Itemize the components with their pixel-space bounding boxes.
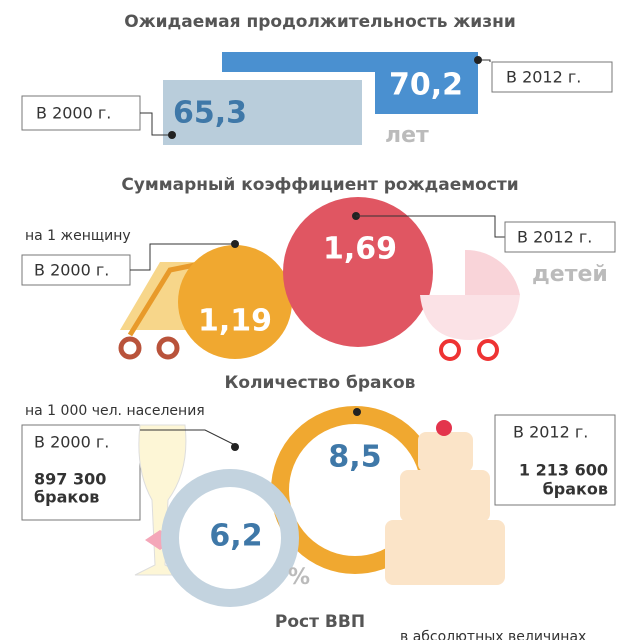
unit: детей	[532, 262, 608, 287]
count: 1 213 600	[519, 461, 608, 480]
circle-2012	[283, 197, 433, 347]
cake-tier	[400, 470, 490, 522]
callout-label: В 2012 г.	[513, 423, 588, 442]
leader	[130, 243, 235, 271]
unit: лет	[385, 123, 429, 148]
dot	[168, 131, 176, 139]
callout	[504, 221, 616, 253]
callout	[494, 414, 616, 506]
callout	[491, 61, 613, 93]
callout-label: В 2012 г.	[506, 68, 581, 87]
wheel	[477, 339, 499, 361]
count: 897 300	[34, 470, 106, 489]
note: на 1 000 чел. населения	[25, 403, 205, 419]
bar-2000	[163, 80, 362, 145]
value-2000: 1,19	[198, 304, 272, 339]
dot	[353, 408, 361, 416]
value-2000: 6,2	[209, 519, 262, 554]
value-2012: 70,2	[389, 68, 463, 103]
dot	[231, 240, 239, 248]
section-title: Количество браков	[225, 373, 416, 393]
note: в абсолютных величинах	[400, 629, 586, 640]
callout	[21, 424, 141, 521]
value-2012: 8,5	[328, 440, 381, 475]
callout-label: В 2000 г.	[34, 433, 109, 452]
section-title: Ожидаемая продолжительность жизни	[124, 12, 515, 32]
pram-body	[420, 295, 520, 340]
callout-label: В 2012 г.	[517, 228, 592, 247]
value-2012: 1,69	[323, 232, 397, 267]
dot	[231, 443, 239, 451]
wheel	[118, 336, 142, 360]
leader	[356, 215, 505, 238]
circle-2000	[178, 245, 292, 359]
leader	[140, 429, 236, 446]
wheel	[156, 336, 180, 360]
wheel	[439, 339, 461, 361]
callout-label: В 2000 г.	[36, 104, 111, 123]
section-title: Суммарный коэффициент рождаемости	[121, 175, 518, 195]
leader	[140, 112, 172, 136]
ring-2000	[161, 469, 299, 607]
dot	[474, 56, 482, 64]
value-2000: 65,3	[173, 96, 247, 131]
callout-label: В 2000 г.	[34, 261, 109, 280]
pram-hood	[465, 249, 520, 295]
note: на 1 женщину	[25, 228, 131, 244]
count-unit: браков	[34, 488, 99, 507]
cherry	[436, 420, 452, 436]
cake-tier	[418, 432, 473, 472]
section-title: Рост ВВП	[275, 612, 365, 632]
unit: %	[288, 565, 310, 590]
count-unit: браков	[543, 480, 608, 499]
bar-2012	[375, 52, 478, 114]
cake-tier	[385, 520, 505, 585]
